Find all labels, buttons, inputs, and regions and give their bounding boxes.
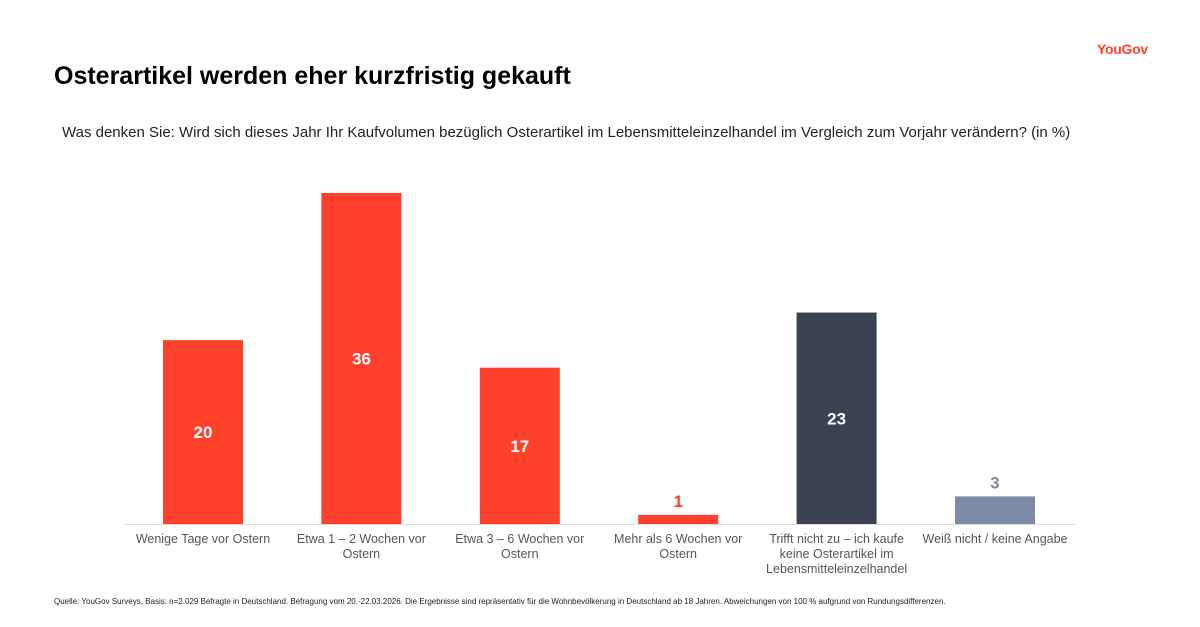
data-label: 3 — [990, 473, 999, 492]
bar — [638, 514, 719, 524]
category-label: Weiß nicht / keine Angabe — [922, 532, 1068, 546]
bar — [479, 367, 560, 524]
data-label: 36 — [352, 350, 371, 369]
yougov-logo: YouGov — [1097, 41, 1148, 57]
bar — [163, 340, 243, 524]
survey-question: Was denken Sie: Wird sich dieses Jahr Ih… — [62, 124, 1071, 141]
data-label: 1 — [673, 492, 682, 511]
category-label: Wenige Tage vor Ostern — [135, 532, 271, 546]
source-note: Quelle: YouGov Surveys, Basis: n=2.029 B… — [54, 597, 946, 606]
bar — [321, 193, 402, 524]
bar — [796, 312, 877, 524]
data-label: 17 — [510, 437, 529, 456]
category-label: Mehr als 6 Wochen vor Ostern — [614, 532, 743, 561]
data-label: 20 — [194, 423, 213, 442]
category-label: Etwa 3 – 6 Wochen vor Ostern — [455, 532, 585, 561]
data-label: 23 — [827, 409, 846, 428]
category-label: Trifft nicht zu – ich kaufe keine Ostera… — [766, 532, 908, 576]
category-label: Etwa 1 – 2 Wochen vor Ostern — [296, 532, 426, 561]
bar — [955, 496, 1035, 524]
page-title: Osterartikel werden eher kurzfristig gek… — [54, 62, 571, 90]
